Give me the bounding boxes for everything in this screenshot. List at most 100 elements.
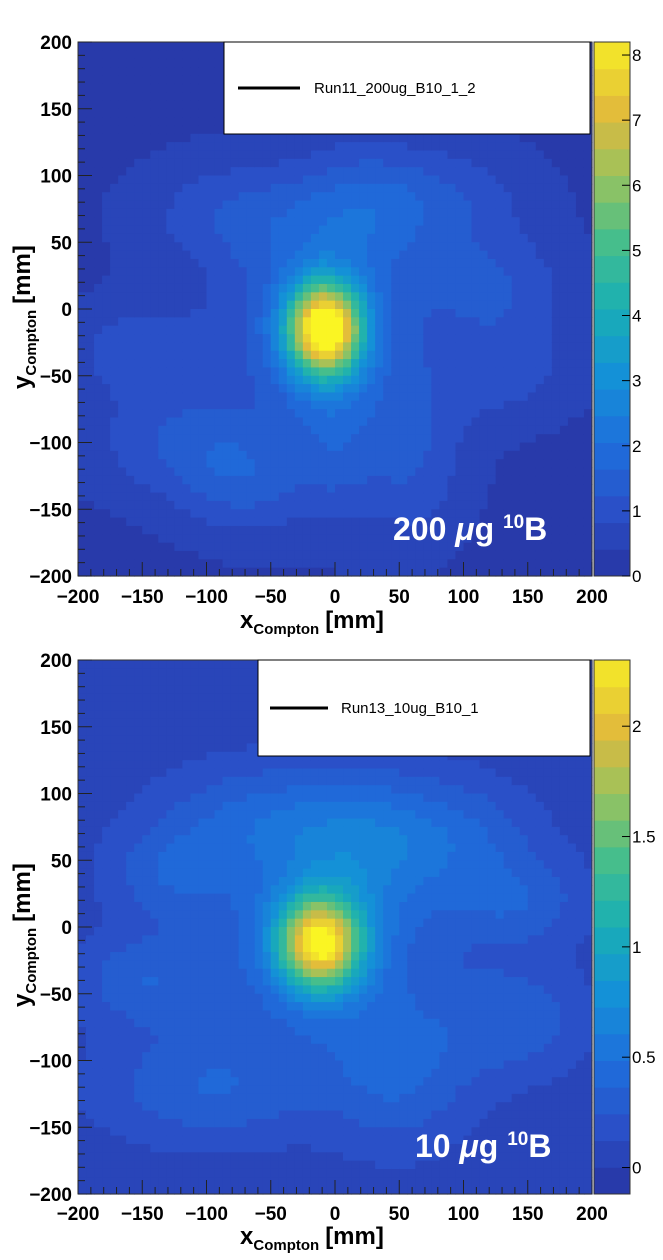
heatmap-cell bbox=[102, 835, 111, 845]
heatmap-cell bbox=[399, 200, 408, 210]
heatmap-cell bbox=[206, 434, 216, 444]
heatmap-cell bbox=[463, 275, 473, 285]
heatmap-cell bbox=[575, 217, 585, 227]
heatmap-cell bbox=[302, 242, 312, 252]
heatmap-cell bbox=[142, 492, 151, 502]
heatmap-cell bbox=[150, 835, 159, 845]
heatmap-cell bbox=[150, 359, 159, 368]
heatmap-cell bbox=[190, 133, 200, 143]
heatmap-cell bbox=[407, 317, 416, 327]
heatmap-cell bbox=[359, 542, 368, 552]
heatmap-cell bbox=[367, 434, 376, 444]
heatmap-cell bbox=[495, 283, 505, 293]
heatmap-cell bbox=[142, 242, 151, 252]
heatmap-cell bbox=[286, 392, 296, 402]
heatmap-cell bbox=[94, 442, 103, 452]
heatmap-cell bbox=[158, 977, 167, 986]
heatmap-cell bbox=[238, 459, 248, 469]
heatmap-cell bbox=[94, 1002, 103, 1012]
heatmap-cell bbox=[166, 359, 175, 368]
heatmap-cell bbox=[447, 317, 457, 327]
heatmap-cell bbox=[86, 434, 95, 444]
heatmap-cell bbox=[383, 309, 392, 318]
heatmap-cell bbox=[158, 1002, 167, 1012]
heatmap-cell bbox=[166, 776, 175, 786]
heatmap-cell bbox=[254, 342, 264, 352]
heatmap-cell bbox=[126, 1002, 135, 1012]
heatmap-cell bbox=[158, 317, 167, 327]
heatmap-cell bbox=[102, 367, 111, 377]
heatmap-cell bbox=[126, 525, 135, 535]
heatmap-cell bbox=[302, 509, 312, 519]
heatmap-cell bbox=[415, 200, 424, 210]
heatmap-cell bbox=[535, 559, 545, 569]
heatmap-cell bbox=[503, 567, 513, 577]
heatmap-cell bbox=[511, 500, 521, 510]
heatmap-cell bbox=[166, 150, 175, 160]
heatmap-cell bbox=[535, 484, 545, 494]
heatmap-cell bbox=[222, 258, 232, 268]
heatmap-cell bbox=[174, 92, 184, 101]
heatmap-cell bbox=[575, 200, 585, 210]
heatmap-cell bbox=[102, 375, 111, 385]
heatmap-cell bbox=[158, 927, 167, 936]
heatmap-cell bbox=[206, 175, 216, 185]
heatmap-cell bbox=[198, 242, 208, 252]
heatmap-cell bbox=[150, 1102, 159, 1112]
heatmap-cell bbox=[343, 325, 352, 335]
heatmap-cell bbox=[134, 668, 143, 678]
heatmap-cell bbox=[527, 384, 537, 394]
heatmap-cell bbox=[134, 885, 143, 895]
heatmap-cell bbox=[198, 158, 208, 168]
heatmap-cell bbox=[110, 267, 119, 277]
heatmap-cell bbox=[222, 509, 232, 519]
heatmap-cell bbox=[142, 267, 151, 277]
heatmap-cell bbox=[367, 217, 376, 227]
heatmap-cell bbox=[343, 450, 352, 460]
heatmap-cell bbox=[559, 550, 569, 560]
heatmap-cell bbox=[142, 67, 151, 76]
heatmap-cell bbox=[423, 309, 432, 318]
heatmap-cell bbox=[439, 167, 449, 177]
heatmap-cell bbox=[487, 250, 497, 260]
heatmap-cell bbox=[206, 108, 216, 118]
heatmap-cell bbox=[415, 334, 424, 343]
heatmap-cell bbox=[94, 83, 103, 93]
heatmap-cell bbox=[110, 58, 119, 68]
heatmap-cell bbox=[142, 1043, 151, 1053]
heatmap-cell bbox=[214, 75, 224, 85]
heatmap-cell bbox=[543, 167, 553, 177]
heatmap-cell bbox=[431, 200, 441, 210]
heatmap-cell bbox=[335, 342, 344, 352]
heatmap-cell bbox=[78, 158, 87, 168]
heatmap-cell bbox=[190, 350, 200, 360]
heatmap-cell bbox=[118, 793, 127, 803]
heatmap-cell bbox=[262, 400, 272, 410]
heatmap-cell bbox=[78, 1027, 87, 1037]
heatmap-cell bbox=[415, 292, 424, 302]
heatmap-cell bbox=[110, 1052, 119, 1062]
heatmap-cell bbox=[351, 275, 360, 285]
heatmap-cell bbox=[246, 309, 256, 318]
heatmap-cell bbox=[142, 860, 151, 870]
heatmap-cell bbox=[495, 400, 505, 410]
heatmap-cell bbox=[455, 217, 465, 227]
heatmap-cell bbox=[415, 459, 424, 469]
heatmap-cell bbox=[150, 242, 159, 252]
heatmap-cell bbox=[535, 492, 545, 502]
heatmap-cell bbox=[78, 1110, 87, 1120]
heatmap-cell bbox=[126, 1152, 135, 1162]
heatmap-cell bbox=[86, 776, 95, 786]
heatmap-cell bbox=[222, 158, 232, 168]
heatmap-cell bbox=[86, 559, 95, 569]
heatmap-cell bbox=[246, 525, 256, 535]
heatmap-cell bbox=[126, 158, 135, 168]
heatmap-cell bbox=[343, 192, 352, 202]
heatmap-cell bbox=[158, 434, 167, 444]
heatmap-cell bbox=[439, 475, 449, 485]
heatmap-cell bbox=[262, 567, 272, 577]
heatmap-cell bbox=[134, 58, 143, 68]
heatmap-cell bbox=[391, 200, 400, 210]
heatmap-cell bbox=[142, 275, 151, 285]
heatmap-cell bbox=[110, 1152, 119, 1162]
